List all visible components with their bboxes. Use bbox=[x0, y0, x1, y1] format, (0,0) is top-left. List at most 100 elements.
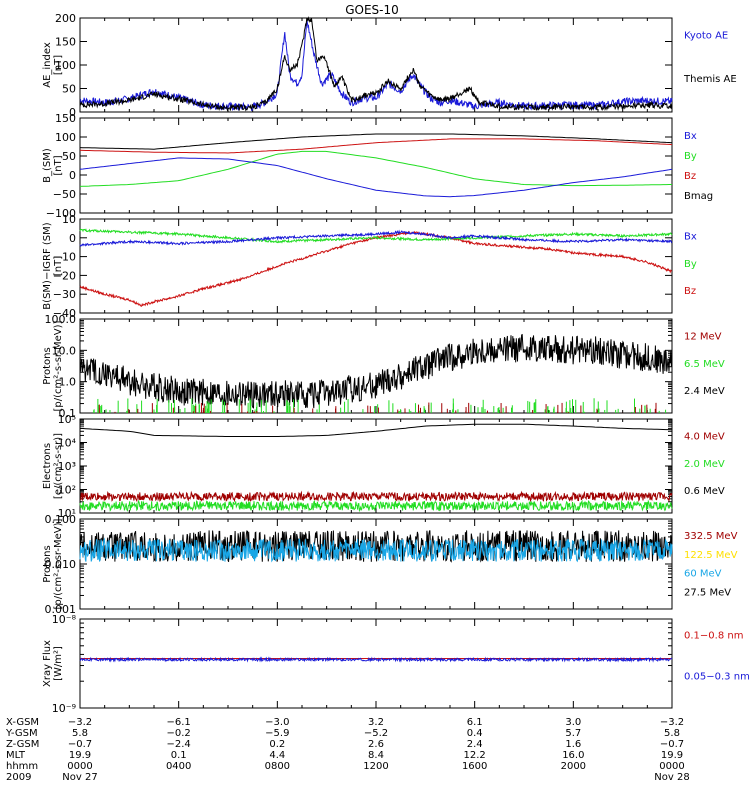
footer-value: 0800 bbox=[265, 761, 290, 772]
y-axis-label: Protons bbox=[42, 347, 53, 384]
series-hprotons-1 bbox=[79, 537, 673, 563]
series-bsm-3 bbox=[79, 157, 673, 198]
legend-entry: By bbox=[684, 151, 697, 162]
footer-value: Nov 28 bbox=[654, 772, 689, 783]
footer-value: −5.2 bbox=[364, 728, 388, 739]
panel-frame bbox=[79, 518, 673, 610]
legend-entry: Bz bbox=[684, 171, 696, 182]
footer-value: 1.6 bbox=[565, 739, 581, 750]
footer-value: 0.2 bbox=[269, 739, 285, 750]
y-tick-label: 0.001 bbox=[45, 603, 77, 616]
legend-entry: 0.05−0.3 nm bbox=[684, 671, 750, 682]
footer-value: −3.2 bbox=[660, 717, 684, 728]
y-tick-label: 10⁻⁹ bbox=[52, 702, 76, 715]
legend-entry: Bmag bbox=[684, 191, 713, 202]
footer-value: 12.2 bbox=[464, 750, 486, 761]
legend-entry: 12 MeV bbox=[684, 332, 722, 343]
y-tick-label: 10⁵ bbox=[58, 413, 76, 426]
footer-row-label: X-GSM bbox=[6, 717, 39, 728]
y-tick-label: 0 bbox=[69, 106, 76, 119]
y-tick-label: 10⁴ bbox=[58, 437, 77, 450]
series-protons-2 bbox=[98, 402, 657, 413]
footer-value: 3.0 bbox=[565, 717, 581, 728]
footer-value: −0.2 bbox=[167, 728, 191, 739]
footer-value: −3.0 bbox=[265, 717, 289, 728]
panel-xray: 10⁻⁹ 10⁻⁸ Xray Flux [W/m²] 0.1−0.8 nm 0.05−0.… bbox=[42, 613, 750, 715]
footer-row-label: 2009 bbox=[6, 772, 31, 783]
y-axis-label: B_(SM) bbox=[42, 148, 53, 183]
y-tick-label: 0.100 bbox=[45, 513, 77, 526]
series-protons-0 bbox=[79, 333, 673, 409]
footer-value: 6.1 bbox=[467, 717, 483, 728]
orbit-footer: X-GSMY-GSMZ-GSMMLThhmm2009−3.25.8−0.719.… bbox=[5, 717, 690, 783]
y-axis-label: [p/(cm²-s-sr-MeV)] bbox=[53, 320, 64, 411]
y-axis-label: [W/m²] bbox=[53, 646, 64, 681]
y-tick-label: 50 bbox=[62, 83, 76, 96]
plot-title: GOES-10 bbox=[345, 3, 399, 17]
y-tick-label: 0.010 bbox=[45, 558, 77, 571]
panel-ae: 0 50 100 150 200 AE_index [nT] Kyoto AE Themis A… bbox=[42, 12, 737, 119]
legend-entry: 0.6 MeV bbox=[684, 486, 725, 497]
legend-entry: Bx bbox=[684, 131, 697, 142]
y-tick-label: 0 bbox=[69, 232, 76, 245]
legend-entry: 6.5 MeV bbox=[684, 359, 725, 370]
y-axis-label: [p/(cm²-s-sr-MeV)] bbox=[53, 518, 64, 609]
legend-entry: Kyoto AE bbox=[684, 31, 728, 42]
y-tick-label: −50 bbox=[53, 188, 76, 201]
y-tick-label: 10³ bbox=[58, 460, 76, 473]
footer-value: 1200 bbox=[363, 761, 388, 772]
footer-value: 5.7 bbox=[565, 728, 581, 739]
legend-entry: Themis AE bbox=[683, 74, 737, 85]
legend-entry: 60 MeV bbox=[684, 569, 722, 580]
series-electrons-1 bbox=[79, 490, 673, 503]
footer-value: 3.2 bbox=[368, 717, 384, 728]
series-bsm-1 bbox=[79, 138, 673, 154]
y-tick-label: 10 bbox=[62, 213, 76, 226]
footer-value: 16.0 bbox=[562, 750, 584, 761]
legend-entry: 0.1−0.8 nm bbox=[684, 631, 743, 642]
y-tick-label: 0 bbox=[69, 169, 76, 182]
series-electrons-2 bbox=[79, 499, 673, 513]
series-bsm-2 bbox=[79, 150, 672, 187]
y-tick-label: −20 bbox=[53, 269, 76, 282]
footer-value: −6.1 bbox=[167, 717, 191, 728]
panel-frame bbox=[79, 618, 673, 709]
panel-bsm: −100 −50 0 50 100 150 B_(SM) [nT] Bx By Bz Bmag bbox=[42, 112, 713, 220]
footer-value: 4.4 bbox=[269, 750, 285, 761]
footer-value: 0400 bbox=[166, 761, 191, 772]
footer-value: 19.9 bbox=[661, 750, 683, 761]
y-tick-label: 150 bbox=[55, 36, 76, 49]
footer-value: 0.4 bbox=[467, 728, 483, 739]
y-axis-label: B(SM)−IGRF (SM) bbox=[42, 222, 53, 309]
series-bsm-0 bbox=[79, 133, 673, 150]
panel-bigrf: −40 −30 −20 −10 0 10 B(SM)−IGRF (SM) [nT] Bx By Bz bbox=[42, 213, 697, 320]
legend-entry: By bbox=[684, 259, 697, 270]
y-tick-label: 10² bbox=[58, 484, 76, 497]
y-tick-label: 10⁻⁸ bbox=[52, 613, 77, 626]
y-tick-label: 100.0 bbox=[45, 313, 77, 326]
footer-value: 8.4 bbox=[368, 750, 384, 761]
panel-hprotons: 0.001 0.010 0.100 Protons [p/(cm²-s-sr-MeV)]… bbox=[42, 513, 738, 616]
y-axis-label: Electrons bbox=[42, 443, 53, 489]
footer-value: 0000 bbox=[659, 761, 684, 772]
footer-value: −0.7 bbox=[660, 739, 684, 750]
footer-value: 2.6 bbox=[368, 739, 384, 750]
footer-row-label: hhmm bbox=[6, 761, 38, 772]
footer-row-label: Z-GSM bbox=[6, 739, 39, 750]
footer-value: Nov 27 bbox=[62, 772, 97, 783]
y-axis-label: Protons bbox=[42, 545, 53, 582]
legend-entry: 2.0 MeV bbox=[684, 459, 725, 470]
y-tick-label: 100 bbox=[55, 59, 76, 72]
series-protons-1 bbox=[93, 398, 667, 413]
footer-value: 19.9 bbox=[69, 750, 91, 761]
y-tick-label: −100 bbox=[46, 207, 76, 220]
footer-value: 2000 bbox=[561, 761, 586, 772]
footer-value: 1600 bbox=[462, 761, 487, 772]
series-xray-1 bbox=[79, 656, 673, 663]
y-tick-label: −10 bbox=[53, 251, 76, 264]
y-tick-label: 10.0 bbox=[52, 344, 77, 357]
y-tick-label: 1.0 bbox=[59, 376, 77, 389]
y-tick-label: −40 bbox=[53, 307, 76, 320]
